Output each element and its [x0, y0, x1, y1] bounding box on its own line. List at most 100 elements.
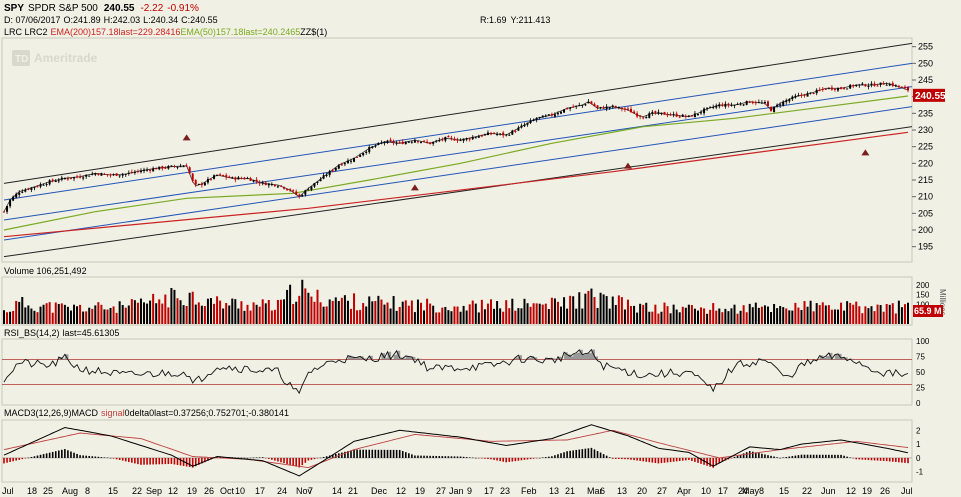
- macd-histogram-bar: [907, 457, 909, 464]
- candle-body: [12, 196, 15, 201]
- volume-bar: [456, 306, 459, 324]
- macd-histogram-bar: [18, 457, 21, 460]
- candle-body: [9, 199, 12, 207]
- macd-histogram-bar: [876, 457, 879, 461]
- macd-histogram-bar: [429, 455, 431, 458]
- macd-histogram-bar: [106, 457, 109, 459]
- candle-body: [547, 114, 550, 116]
- macd-histogram-bar: [292, 457, 294, 466]
- macd-histogram-bar: [575, 449, 578, 458]
- volume-bar: [63, 304, 66, 324]
- macd-histogram-bar: [322, 456, 325, 458]
- macd-histogram-bar: [773, 456, 775, 458]
- volume-bar: [630, 306, 633, 324]
- rsi-overbought-fill: [530, 356, 535, 360]
- macd-histogram-bar: [146, 457, 148, 465]
- volume-bar: [544, 303, 547, 324]
- macd-histogram-bar: [426, 455, 428, 458]
- volume-bar: [824, 305, 827, 324]
- candle-body: [182, 166, 185, 168]
- candle-body: [846, 88, 849, 90]
- macd-histogram-bar: [608, 457, 611, 458]
- candle-body: [21, 191, 24, 193]
- candle-body: [152, 168, 155, 172]
- candle-body: [736, 104, 739, 106]
- volume-bar: [258, 306, 261, 324]
- macd-histogram-bar: [678, 457, 681, 462]
- volume-bar: [18, 301, 21, 324]
- macd-histogram-bar: [417, 455, 419, 458]
- volume-bar: [413, 312, 416, 324]
- macd-histogram-bar: [289, 457, 291, 465]
- rsi-overbought-fill: [548, 358, 553, 360]
- candle-body: [146, 169, 149, 171]
- volume-bar: [806, 306, 809, 324]
- candle-body: [849, 84, 852, 89]
- macd-histogram-bar: [560, 453, 562, 458]
- macd-histogram-bar: [51, 451, 54, 458]
- volume-bar: [800, 309, 803, 324]
- candle-body: [836, 88, 839, 91]
- candle-body: [124, 173, 127, 175]
- macd-histogram-bar: [828, 454, 830, 458]
- candle-body: [712, 106, 715, 108]
- macd-histogram-bar: [261, 457, 264, 458]
- candle-body: [48, 180, 51, 185]
- candle-body: [42, 184, 45, 186]
- macd-histogram-bar: [386, 449, 389, 458]
- macd-histogram-bar: [341, 452, 343, 458]
- macd-histogram-bar: [353, 449, 355, 458]
- candle-body: [563, 109, 566, 113]
- date-tick-label: Dec: [371, 486, 388, 496]
- candle-body: [639, 115, 642, 117]
- candle-body: [349, 160, 352, 162]
- macd-histogram-bar: [331, 454, 334, 458]
- volume-tick-label: 100: [916, 300, 930, 309]
- macd-histogram-bar: [831, 454, 833, 458]
- macd-histogram-bar: [858, 457, 861, 460]
- volume-bar: [846, 301, 849, 324]
- candle-body: [897, 85, 900, 87]
- td-logo-text: TD: [15, 54, 28, 65]
- volume-bar: [754, 302, 757, 324]
- rsi-overbought-fill: [582, 354, 586, 360]
- candle-body: [270, 184, 273, 186]
- volume-bar: [246, 304, 249, 324]
- volume-bar: [380, 299, 383, 324]
- volume-bar: [112, 306, 115, 324]
- macd-histogram-bar: [569, 450, 571, 458]
- volume-bar: [298, 295, 301, 324]
- macd-histogram-bar: [201, 457, 203, 464]
- macd-histogram-bar: [255, 457, 258, 458]
- macd-histogram-bar: [112, 457, 115, 459]
- volume-bar: [852, 304, 855, 324]
- macd-histogram-bar: [867, 457, 870, 461]
- volume-bar: [511, 298, 514, 324]
- candle-body: [623, 108, 626, 110]
- macd-histogram-bar: [404, 452, 407, 458]
- macd-histogram-bar: [566, 451, 568, 458]
- macd-histogram-bar: [176, 457, 179, 465]
- rsi-overbought-fill: [417, 358, 422, 360]
- macd-histogram-bar: [447, 456, 450, 458]
- volume-bar: [136, 302, 139, 324]
- volume-title: Volume 106,251,492: [4, 266, 87, 276]
- macd-histogram-bar: [219, 456, 221, 458]
- volume-bar: [15, 300, 18, 324]
- candle-body: [660, 112, 663, 114]
- candle-body: [444, 136, 447, 141]
- candle-body: [209, 178, 212, 180]
- volume-bar: [103, 309, 106, 324]
- volume-bar: [222, 308, 225, 324]
- candle-body: [556, 113, 559, 115]
- volume-bar: [858, 306, 861, 324]
- macd-histogram-bar: [100, 457, 103, 458]
- macd-histogram-bar: [271, 457, 273, 460]
- volume-bar: [228, 305, 231, 324]
- volume-bar: [797, 307, 800, 324]
- date-tick-label: Sep: [146, 486, 162, 496]
- volume-bar: [514, 310, 517, 324]
- volume-bar: [100, 304, 103, 324]
- macd-histogram-bar: [791, 456, 794, 458]
